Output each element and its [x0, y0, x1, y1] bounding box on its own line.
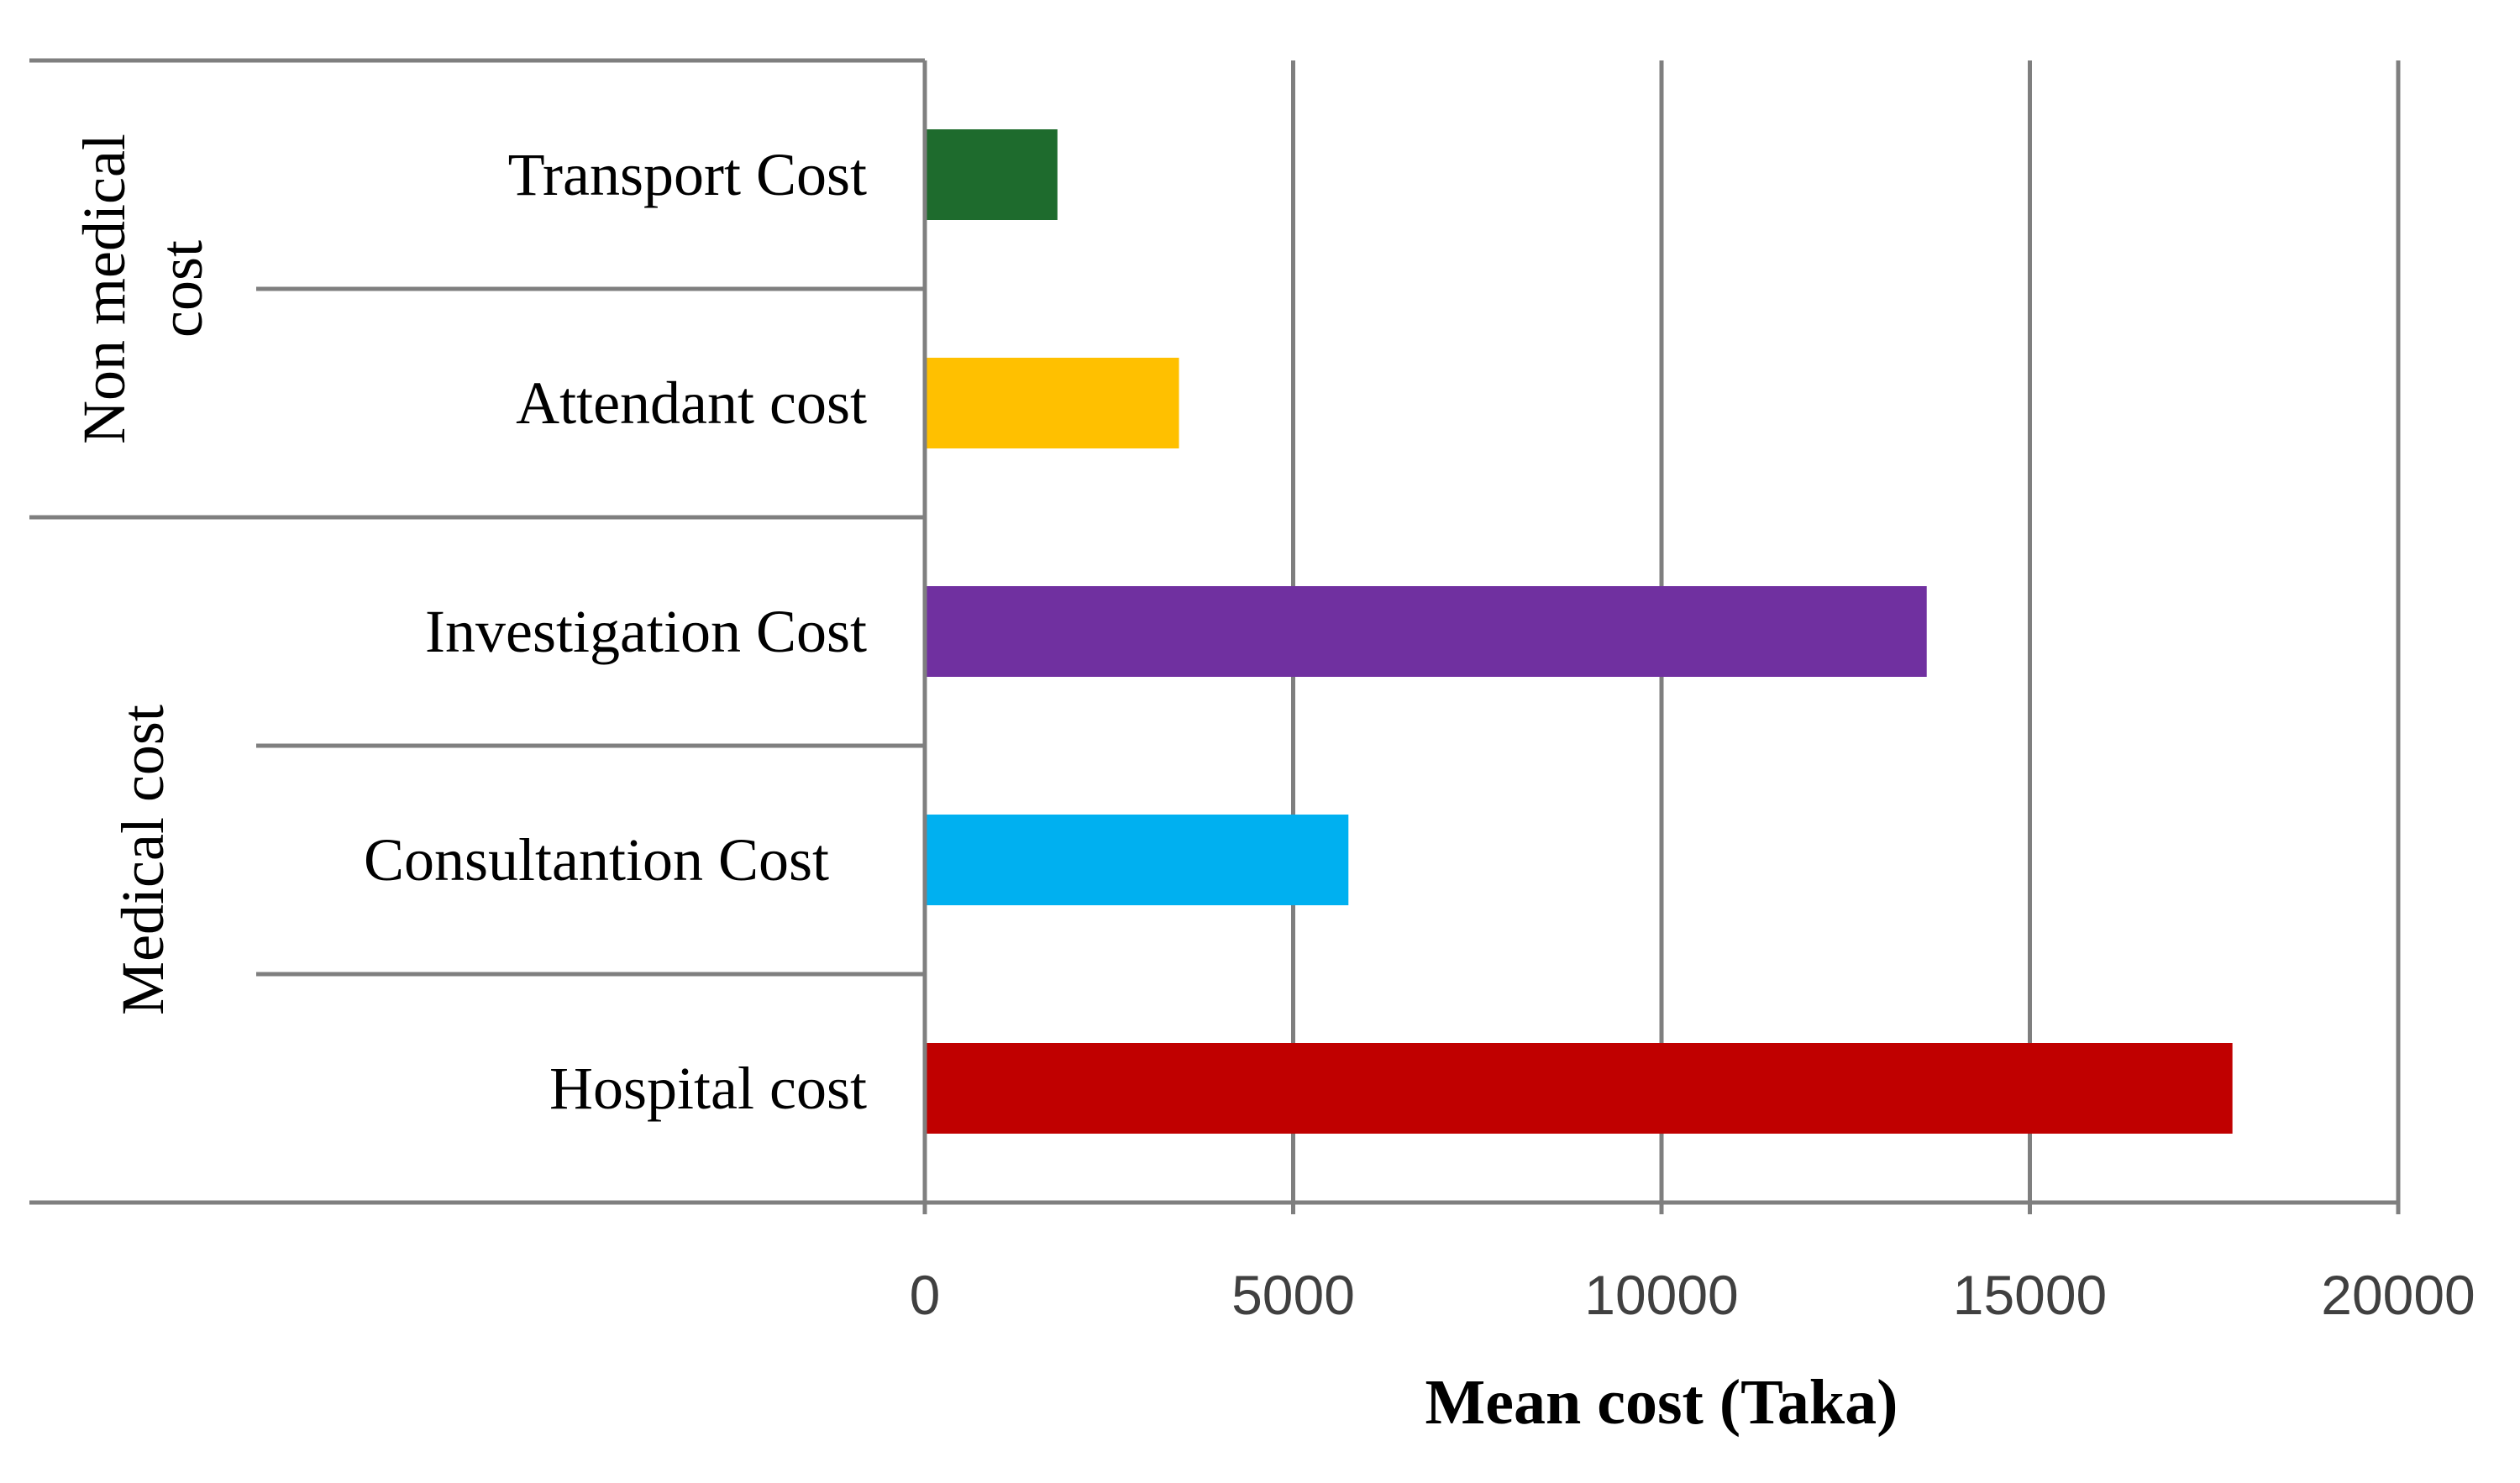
group-label-line: Medical cost	[109, 705, 176, 1015]
bar	[925, 129, 1058, 220]
x-tick-label: 20000	[2321, 1264, 2475, 1326]
group-label-line: Non medical	[71, 134, 138, 444]
group-label: Medical cost	[109, 705, 176, 1015]
group-labels: Non medical cost Medical cost	[71, 134, 215, 1015]
bar	[925, 586, 1927, 677]
category-axis-frame	[29, 58, 2398, 1214]
bar	[925, 358, 1179, 448]
bar	[925, 815, 1349, 905]
x-tick-label: 15000	[1953, 1264, 2108, 1326]
x-tick-labels: 0 5000 10000 15000 20000	[910, 1264, 2475, 1326]
category-label: Investigation Cost	[425, 598, 867, 665]
category-label: Hospital cost	[549, 1055, 867, 1122]
bars	[925, 129, 2233, 1134]
category-label: Attendant cost	[516, 369, 867, 437]
x-tick-label: 0	[910, 1264, 941, 1326]
group-label: Non medical cost	[71, 134, 215, 444]
bar	[925, 1043, 2233, 1134]
x-tick-label: 10000	[1584, 1264, 1739, 1326]
category-labels: Transport Cost Attendant cost Investigatio…	[364, 141, 867, 1122]
group-label-line: cost	[148, 240, 215, 338]
x-tick-label: 5000	[1231, 1264, 1355, 1326]
category-label: Consultantion Cost	[364, 826, 829, 893]
x-axis-title: Mean cost (Taka)	[1425, 1367, 1898, 1438]
category-label: Transport Cost	[508, 141, 867, 208]
